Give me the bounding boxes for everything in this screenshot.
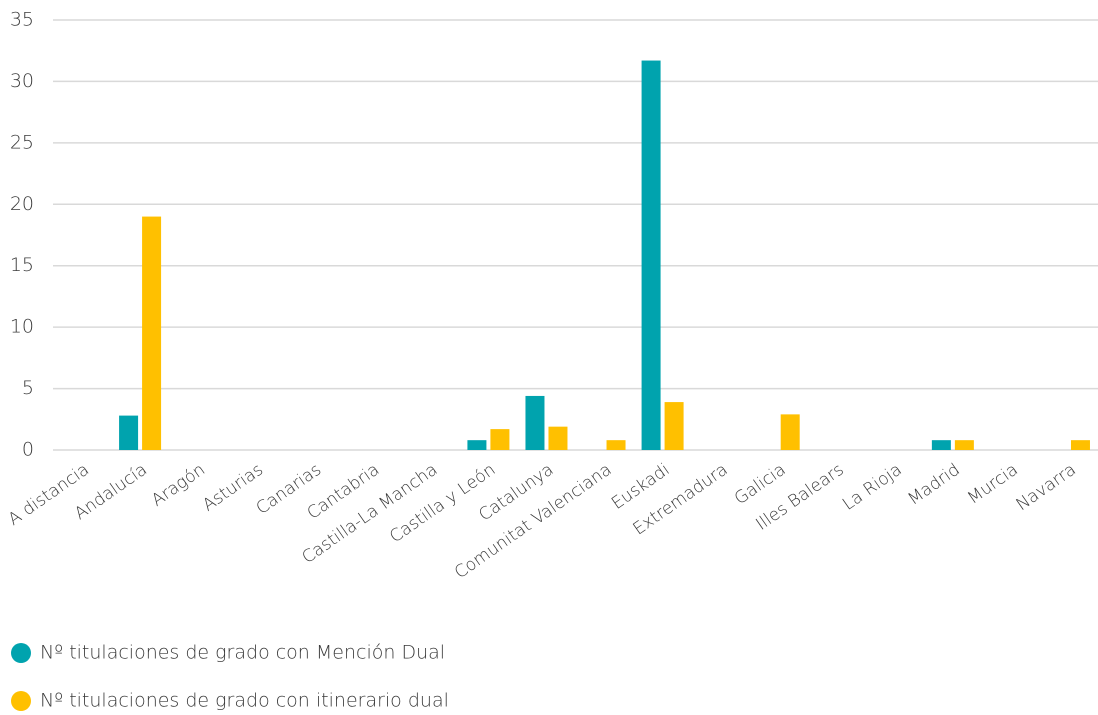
x-tick-label: Madrid [904, 460, 963, 510]
bar [119, 415, 139, 450]
bar [548, 426, 568, 450]
bar [142, 216, 162, 450]
y-tick-label: 5 [22, 377, 34, 399]
x-tick-label: La Rioja [839, 460, 906, 515]
bar [641, 60, 661, 451]
bar [467, 440, 487, 450]
x-tick-label: Navarra [1013, 460, 1080, 515]
y-tick-label: 10 [10, 316, 34, 338]
legend-label: Nº titulaciones de grado con Mención Dua… [40, 642, 445, 664]
y-tick-label: 20 [10, 193, 34, 215]
bar [664, 402, 684, 450]
bar [1070, 440, 1090, 450]
bar [954, 440, 974, 450]
y-tick-label: 0 [22, 439, 34, 461]
x-tick-label: Aragón [148, 460, 209, 511]
legend-swatch [11, 691, 31, 711]
y-tick-label: 35 [10, 9, 34, 31]
bar [490, 429, 510, 450]
bar [525, 395, 545, 450]
y-tick-label: 25 [10, 131, 34, 153]
bar [931, 440, 951, 450]
bar [606, 440, 626, 450]
y-tick-label: 15 [10, 254, 34, 276]
legend-swatch [11, 643, 31, 663]
legend-label: Nº titulaciones de grado con itinerario … [40, 690, 449, 712]
y-tick-label: 30 [10, 70, 34, 92]
bar [780, 414, 800, 450]
x-tick-label: Murcia [964, 460, 1022, 509]
